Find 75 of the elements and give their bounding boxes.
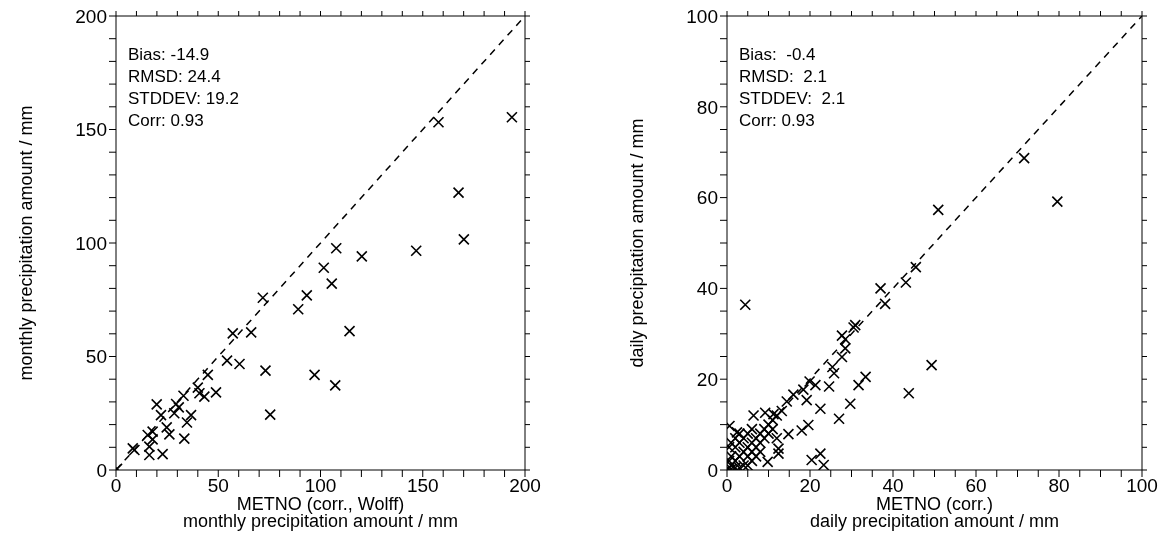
point — [325, 277, 338, 290]
point — [146, 425, 159, 438]
point — [168, 407, 181, 420]
point — [181, 416, 193, 429]
point — [170, 398, 182, 410]
x-tick-label: 150 — [406, 475, 439, 497]
point — [178, 432, 191, 445]
point — [185, 409, 197, 421]
point — [259, 364, 272, 377]
y-tick-label: 80 — [696, 96, 718, 118]
y-tick-label: 20 — [696, 368, 718, 390]
x-tick-label: 80 — [1048, 475, 1070, 497]
annotation: Bias: -0.4 — [739, 44, 817, 66]
x-tick-label: 40 — [882, 475, 904, 497]
y-tick-label: 150 — [75, 119, 107, 141]
x-tick-label: 100 — [304, 475, 337, 497]
point — [141, 429, 154, 441]
point — [330, 242, 343, 255]
point — [233, 358, 246, 370]
annotation: RMSD: 24.4 — [128, 66, 222, 88]
x-tick-label: 100 — [1126, 475, 1158, 497]
point — [202, 369, 214, 381]
x-axis-title: METNO (corr.) daily precipitation amount / mm — [808, 494, 1061, 531]
x-tick-label: 50 — [207, 475, 229, 497]
annotation: STDDEV: 2.1 — [739, 88, 846, 110]
point — [155, 409, 167, 421]
point — [143, 440, 156, 453]
point — [432, 116, 445, 129]
point — [146, 433, 159, 446]
point — [257, 291, 269, 304]
y-tick-label: 200 — [75, 5, 107, 27]
point — [163, 428, 176, 441]
x-tick-label: 0 — [721, 475, 733, 497]
point — [356, 250, 368, 263]
y-axis-title: daily precipitation amount / mm — [627, 118, 647, 368]
point — [343, 325, 356, 337]
x-tick-label: 20 — [799, 475, 821, 497]
point — [452, 186, 465, 199]
point — [192, 381, 204, 394]
point — [221, 354, 233, 367]
point — [193, 387, 206, 400]
point — [210, 386, 222, 399]
point — [506, 111, 518, 124]
annotation: Bias: -14.9 — [128, 44, 211, 66]
point — [329, 379, 342, 392]
point — [458, 233, 470, 246]
point — [245, 326, 257, 339]
point — [292, 303, 305, 316]
point — [308, 369, 321, 381]
point — [410, 244, 423, 257]
point — [177, 389, 190, 402]
y-tick-label: 0 — [707, 459, 718, 481]
y-tick-label: 0 — [96, 459, 107, 481]
y-tick-label: 100 — [686, 5, 718, 27]
annotation: RMSD: 2.1 — [739, 66, 828, 88]
point — [150, 398, 163, 411]
x-tick-label: 0 — [110, 475, 122, 497]
annotation: STDDEV: 19.2 — [128, 88, 239, 110]
point — [317, 261, 330, 274]
y-tick-label: 40 — [696, 278, 718, 300]
x-tick-label: 60 — [965, 475, 987, 497]
annotation: Corr: 0.93 — [128, 110, 205, 132]
point — [198, 390, 211, 403]
point — [226, 327, 239, 340]
y-tick-label: 50 — [85, 346, 107, 368]
y-tick-label: 100 — [75, 232, 107, 254]
point — [172, 401, 185, 414]
x-axis-title: METNO (corr., Wolff) monthly precipitation amount / mm — [181, 494, 460, 531]
point — [160, 421, 173, 434]
y-axis-title: monthly precipitation amount / mm — [16, 105, 36, 381]
annotation: Corr: 0.93 — [739, 110, 816, 132]
point — [301, 289, 313, 302]
y-tick-label: 60 — [696, 187, 718, 209]
x-tick-label: 200 — [509, 475, 541, 497]
point — [264, 408, 276, 421]
